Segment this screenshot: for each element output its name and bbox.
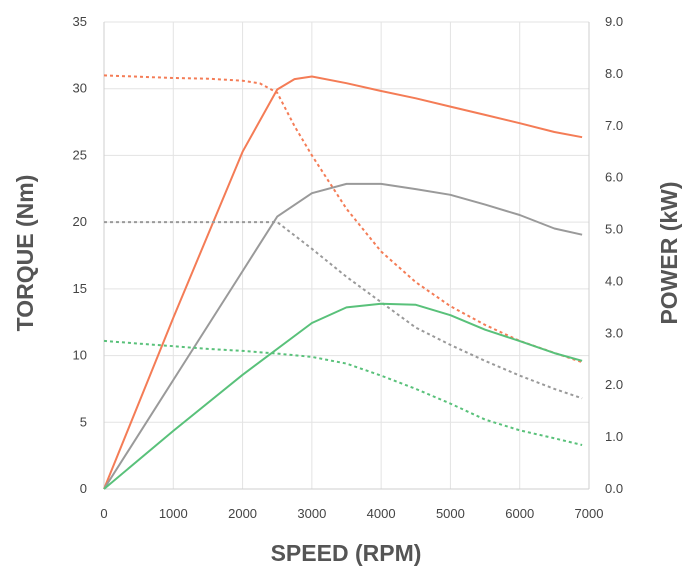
y-right-tick-label: 4.0 [605,273,623,288]
torque-line-1 [103,74,583,364]
y-right-tick-label: 8.0 [605,66,623,81]
power-line-3 [103,302,583,490]
y-left-tick-label: 35 [73,14,87,29]
x-tick-label: 1000 [159,506,188,521]
x-axis-title: SPEED (RPM) [271,540,422,566]
y-left-tick-label: 15 [73,281,87,296]
y-right-tick-label: 1.0 [605,429,623,444]
tick-labels: 0 1000 2000 3000 4000 5000 6000 7000 0 5 10 15 20 25 3… [73,14,624,521]
series-lines [103,74,583,490]
x-tick-label: 6000 [505,506,534,521]
y-right-tick-label: 5.0 [605,222,623,237]
y-right-tick-label: 7.0 [605,118,623,133]
x-tick-label: 5000 [436,506,465,521]
y-right-tick-label: 9.0 [605,14,623,29]
y-left-tick-label: 10 [73,348,87,363]
x-tick-label: 3000 [297,506,326,521]
y-left-axis-title: TORQUE (Nm) [12,175,38,332]
x-tick-label: 2000 [228,506,257,521]
y-right-tick-label: 0.0 [605,481,623,496]
power-line-2 [103,182,583,490]
grid [103,21,590,490]
y-right-tick-label: 2.0 [605,377,623,392]
y-left-tick-label: 5 [80,414,87,429]
y-right-axis-title: POWER (kW) [656,181,682,324]
torque-line-2 [104,221,583,400]
y-left-tick-label: 0 [80,481,87,496]
y-left-tick-label: 30 [73,81,87,96]
y-left-tick-label: 20 [73,214,87,229]
x-tick-label: 4000 [367,506,396,521]
y-right-tick-label: 6.0 [605,170,623,185]
y-right-tick-label: 3.0 [605,325,623,340]
x-tick-label: 0 [100,506,107,521]
power-line-1 [103,75,583,490]
y-left-tick-label: 25 [73,147,87,162]
x-tick-label: 7000 [575,506,604,521]
